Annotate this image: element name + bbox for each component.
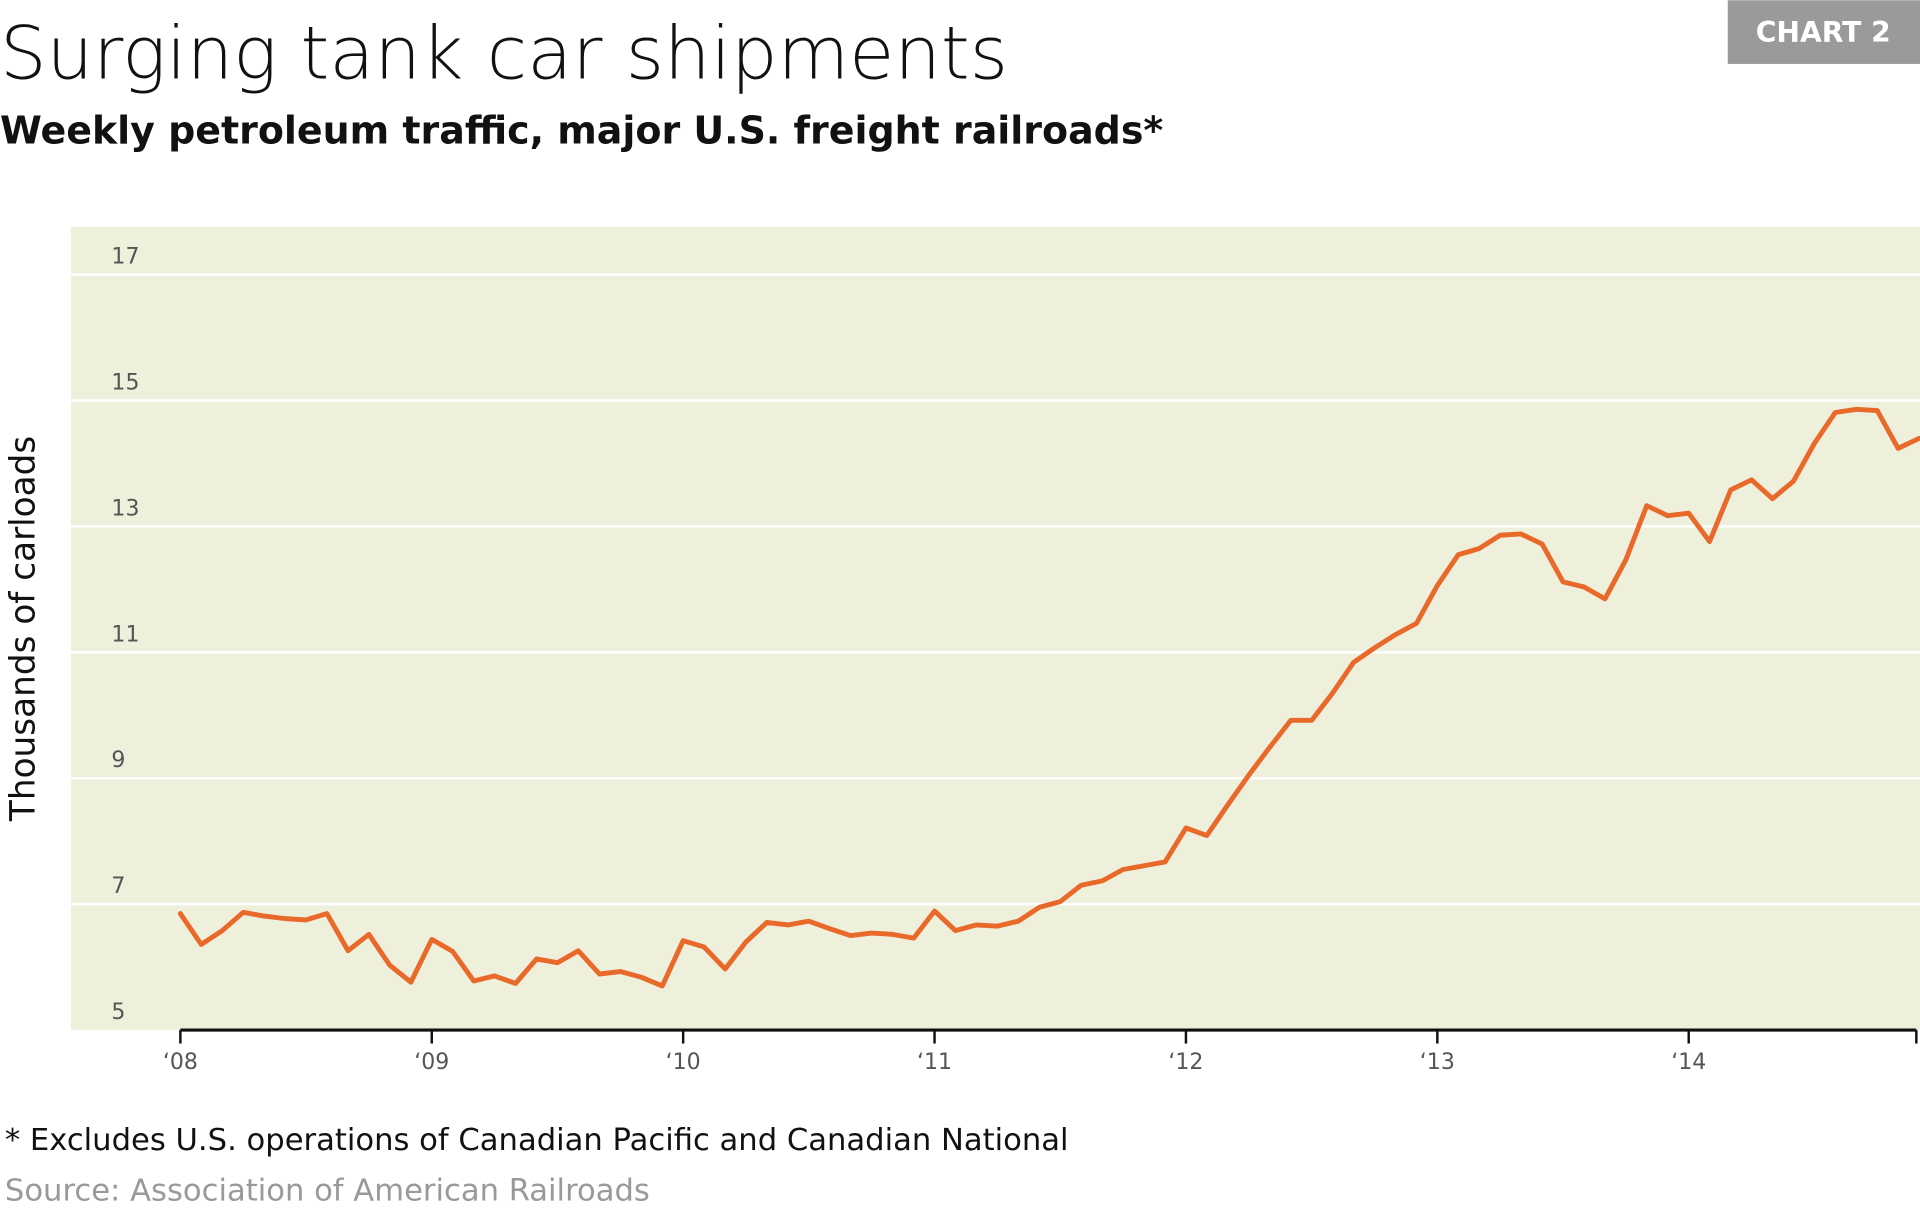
y-tick-label: 5 — [111, 1000, 125, 1025]
chart-title: Surging tank car shipments — [0, 12, 1008, 97]
data-line — [177, 406, 1920, 989]
badge-box — [1727, 0, 1920, 64]
chart-subtitle: Weekly petroleum traffic, major U.S. fre… — [0, 109, 1163, 153]
x-tick-label: ‘13 — [1420, 1050, 1455, 1075]
y-tick-label: 7 — [111, 874, 125, 899]
x-tick-label: ‘12 — [1168, 1050, 1203, 1075]
x-tick-label: ‘10 — [666, 1050, 701, 1075]
y-tick-label: 15 — [111, 371, 139, 396]
footnote: * Excludes U.S. operations of Canadian P… — [5, 1123, 1069, 1158]
x-tick-label: ‘14 — [1671, 1050, 1706, 1075]
x-tick-label: ‘08 — [163, 1050, 198, 1075]
y-axis-label: Thousands of carloads — [3, 436, 43, 822]
y-tick-label: 17 — [111, 245, 139, 270]
source: Source: Association of American Railroad… — [5, 1173, 650, 1208]
badge: CHART 2 — [1756, 16, 1891, 49]
x-tick-label: ‘11 — [917, 1050, 952, 1075]
plot-background — [71, 226, 1920, 1031]
y-tick-label: 11 — [111, 622, 139, 647]
y-tick-label: 13 — [111, 496, 139, 521]
x-tick-label: ‘09 — [414, 1050, 449, 1075]
y-tick-label: 9 — [111, 748, 125, 773]
